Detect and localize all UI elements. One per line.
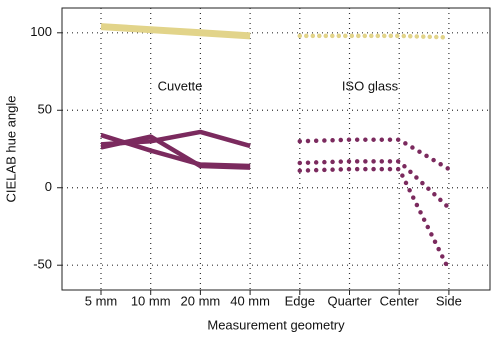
x-tick-label: Quarter [327,293,372,308]
y-tick-label: -50 [33,257,52,272]
series-line [297,159,452,211]
annotation: Cuvette [158,78,203,93]
y-axis-label: CIELAB hue angle [3,96,18,203]
series-line [297,166,452,273]
series-line [297,137,452,172]
x-axis-label: Measurement geometry [207,317,345,332]
y-tick-label: 0 [45,179,52,194]
x-tick-label: Side [436,293,462,308]
y-tick-label: 50 [38,102,52,117]
series-line [297,33,452,40]
annotation: ISO glass [342,78,399,93]
x-tick-label: 5 mm [85,293,118,308]
y-tick-label: 100 [30,24,52,39]
x-tick-label: Center [380,293,420,308]
x-tick-label: 10 mm [131,293,171,308]
x-tick-label: 40 mm [230,293,270,308]
x-tick-label: Edge [285,293,315,308]
series-line [100,132,251,169]
x-tick-label: 20 mm [181,293,221,308]
plot-frame [61,7,491,291]
series-line [100,23,251,40]
